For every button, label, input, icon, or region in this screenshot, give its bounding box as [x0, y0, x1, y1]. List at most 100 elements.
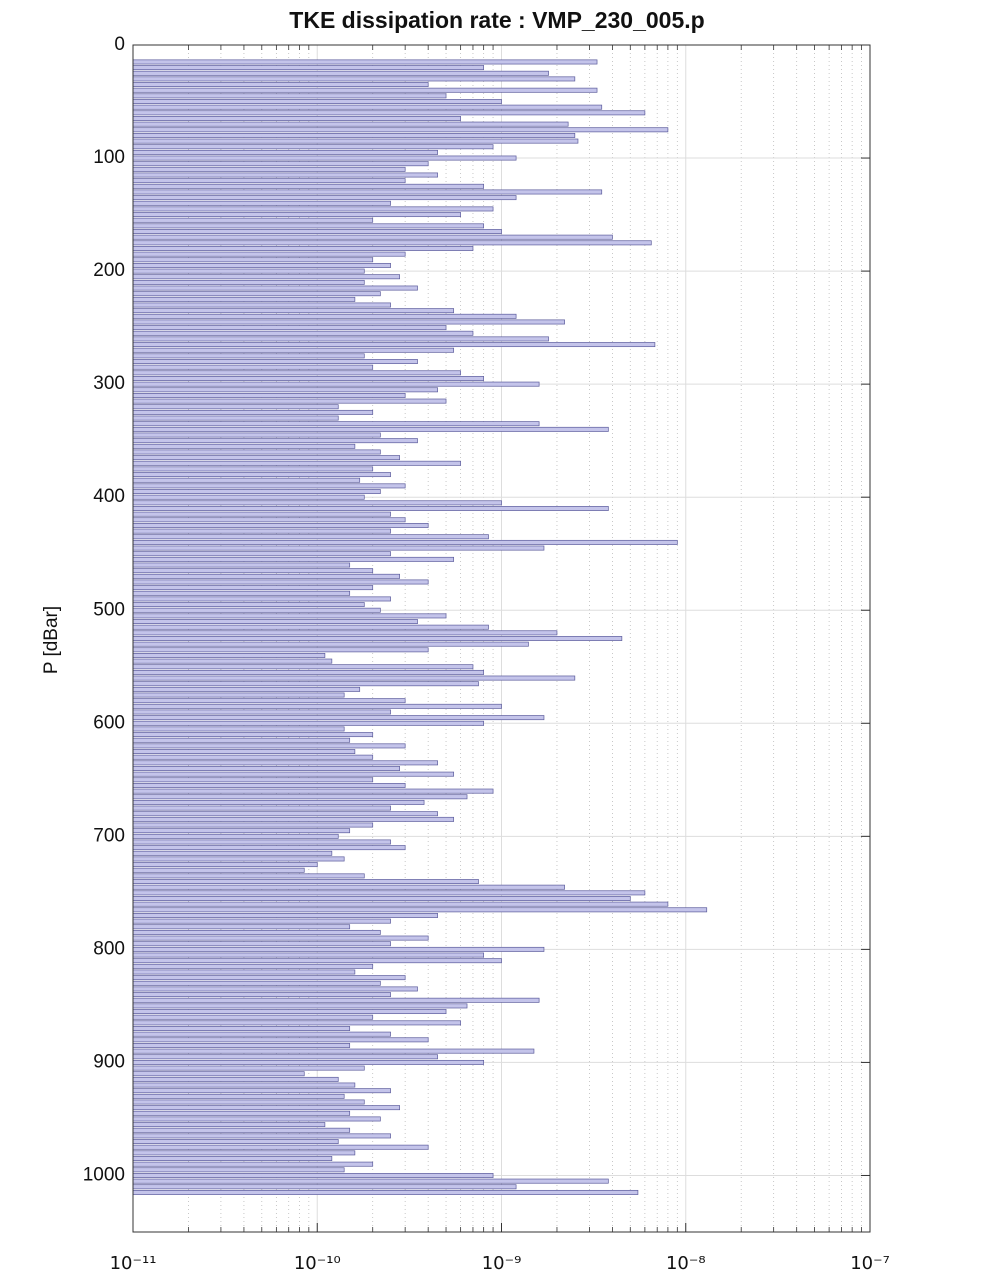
bar: [132, 500, 502, 506]
bar: [132, 749, 356, 754]
bar: [132, 404, 339, 410]
bar: [132, 234, 613, 240]
bar: [132, 1110, 351, 1116]
bar: [132, 952, 484, 958]
bar: [132, 127, 669, 133]
y-tick-label: 300: [93, 373, 125, 394]
bar: [132, 828, 351, 834]
bar: [132, 799, 425, 805]
bar: [132, 336, 549, 342]
bar: [132, 879, 479, 885]
x-tick-label: 10⁻⁸: [666, 1253, 706, 1274]
bar: [132, 104, 603, 110]
bar: [132, 347, 455, 353]
bar: [132, 845, 406, 851]
x-tick-label: 10⁻¹⁰: [294, 1253, 341, 1274]
bar: [132, 681, 479, 687]
bar: [132, 1127, 351, 1133]
bar: [132, 1093, 345, 1099]
bar: [132, 76, 576, 82]
bar: [132, 483, 406, 489]
y-tick-label: 800: [93, 938, 125, 959]
bar: [132, 138, 579, 144]
bar: [132, 901, 669, 907]
bar: [132, 1144, 429, 1150]
bar: [132, 426, 609, 432]
bar: [132, 641, 529, 647]
bar: [132, 794, 468, 800]
bar: [132, 1020, 461, 1026]
bar: [132, 1082, 356, 1088]
bar: [132, 398, 447, 404]
bar: [132, 240, 652, 246]
bar: [132, 975, 406, 981]
bar: [132, 342, 656, 348]
bar: [132, 963, 374, 969]
bar: [132, 1076, 339, 1082]
plot-frame: [132, 44, 871, 1233]
bar: [132, 777, 374, 783]
bar: [132, 274, 400, 280]
bar: [132, 443, 356, 449]
bar: [132, 477, 361, 483]
bar: [132, 551, 391, 557]
bar: [132, 850, 333, 856]
bar: [132, 556, 455, 562]
bar: [132, 771, 455, 777]
bar: [132, 511, 391, 517]
bar: [132, 692, 345, 698]
bar: [132, 720, 484, 726]
bar: [132, 607, 381, 613]
x-tick-label: 10⁻⁷: [850, 1253, 890, 1274]
bar: [132, 1105, 400, 1111]
bar: [132, 726, 345, 732]
bar: [132, 1161, 374, 1167]
bar: [132, 161, 429, 167]
bar: [132, 805, 391, 811]
bar: [132, 415, 339, 421]
bar: [132, 760, 438, 766]
bar: [132, 155, 517, 161]
bar: [132, 539, 678, 545]
bar: [132, 1043, 351, 1048]
bar: [132, 110, 646, 116]
bar: [132, 816, 455, 822]
bar: [132, 1031, 391, 1037]
bar: [132, 1026, 351, 1031]
bar: [132, 325, 447, 331]
bar: [132, 732, 374, 738]
bar: [132, 217, 374, 223]
bar: [132, 986, 418, 992]
bar: [132, 432, 381, 438]
bar: [132, 1167, 345, 1173]
bar: [132, 590, 351, 596]
bar: [132, 262, 391, 268]
bar: [132, 70, 549, 76]
bar: [132, 494, 365, 500]
bar: [132, 472, 391, 478]
y-tick-label: 100: [93, 147, 125, 168]
bar: [132, 873, 365, 879]
bar: [132, 460, 461, 466]
bar: [132, 703, 502, 709]
y-tick-label: 0: [114, 34, 125, 55]
bar: [132, 1059, 484, 1065]
x-tick-label: 10⁻¹¹: [110, 1253, 157, 1274]
bar: [132, 121, 569, 127]
bar: [132, 370, 461, 376]
bar: [132, 1065, 365, 1071]
bar: [132, 223, 484, 229]
bar: [132, 929, 381, 935]
bar: [132, 116, 461, 121]
bar: [132, 602, 365, 608]
bar: [132, 296, 356, 302]
bar: [132, 811, 438, 817]
bar: [132, 1014, 374, 1020]
bar: [132, 647, 429, 653]
bar: [132, 212, 461, 218]
bar: [132, 839, 391, 845]
bar: [132, 489, 381, 494]
bar: [132, 913, 438, 918]
bar: [132, 387, 438, 393]
bar: [132, 392, 406, 398]
